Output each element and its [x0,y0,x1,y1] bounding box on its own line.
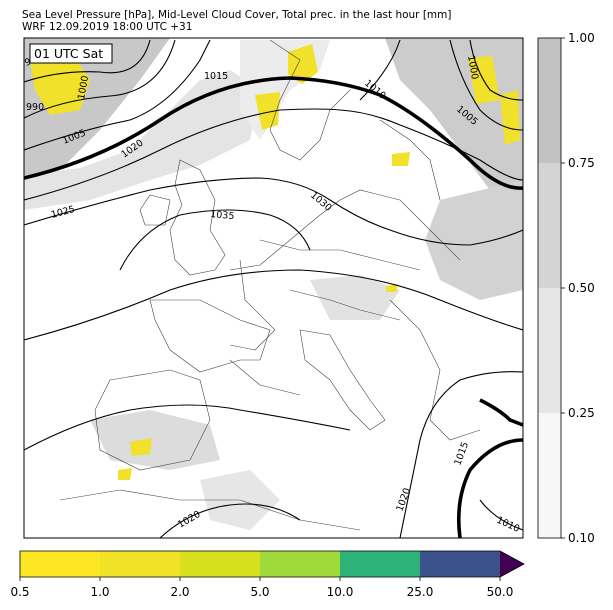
map-frame [23,37,524,539]
isobar-label: 1015 [204,71,228,82]
isobar-label: 1000 [76,75,91,101]
cloud-bin-2 [538,288,561,413]
precip-bin-3 [180,551,260,577]
cloud-tick-label: 1.00 [568,31,595,45]
isobar-label: 1035 [210,209,235,222]
precip-bin-5 [340,551,420,577]
precip-tick-label: 1.0 [90,585,109,599]
precipitation-colorbar: 0.5 1.0 2.0 5.0 10.0 25.0 50.0 [10,550,525,599]
precip-bin-6 [420,551,500,577]
precip-tick-label: 0.5 [10,585,29,599]
cloud-tick-label: 0.25 [568,406,595,420]
precip-extend-arrow [500,551,524,577]
cloud-cover-colorbar: 0.10 0.25 0.50 0.75 1.00 [537,31,595,545]
cloud-tick-label: 0.10 [568,531,595,545]
map-subtitle: WRF 12.09.2019 18:00 UTC +31 [22,21,193,33]
time-label-box: 01 UTC Sat [29,43,113,64]
precip-tick-label: 25.0 [407,585,434,599]
precip-bin-1 [20,551,100,577]
precip-tick-label: 5.0 [250,585,269,599]
cloud-tick-label: 0.50 [568,281,595,295]
precip-tick-label: 50.0 [487,585,514,599]
precip-tick-label: 10.0 [327,585,354,599]
isobar-label: 990 [26,102,44,113]
precip-tick-label: 2.0 [170,585,189,599]
cloud-tick-label: 0.75 [568,156,595,170]
map-title: Sea Level Pressure [hPa], Mid-Level Clou… [22,9,452,21]
cloud-bin-4 [538,38,561,163]
cloud-bin-1 [538,413,561,538]
coastlines-and-borders [59,39,481,531]
time-label: 01 UTC Sat [34,46,103,61]
isobar-label: 1000 [465,55,480,81]
cloud-bin-3 [538,163,561,288]
precip-bin-2 [100,551,180,577]
precip-bin-4 [260,551,340,577]
isobars [24,39,523,538]
